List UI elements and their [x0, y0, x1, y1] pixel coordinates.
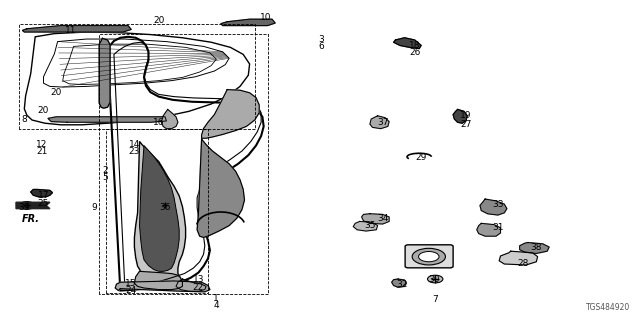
- Text: 30: 30: [428, 275, 440, 284]
- Text: 15: 15: [125, 279, 137, 288]
- Text: 7: 7: [433, 295, 438, 304]
- Polygon shape: [48, 117, 166, 122]
- Text: 22: 22: [193, 283, 204, 292]
- Text: 13: 13: [193, 276, 204, 284]
- Circle shape: [428, 275, 443, 283]
- Polygon shape: [140, 146, 179, 271]
- Text: 33: 33: [492, 200, 504, 209]
- Text: 35: 35: [364, 221, 376, 230]
- Polygon shape: [370, 116, 389, 129]
- Text: 20: 20: [38, 106, 49, 115]
- Text: 36: 36: [159, 203, 171, 212]
- Text: 4: 4: [214, 301, 219, 310]
- Text: 3: 3: [319, 35, 324, 44]
- Text: TGS484920: TGS484920: [586, 303, 630, 312]
- Polygon shape: [197, 139, 244, 237]
- Polygon shape: [22, 26, 131, 32]
- Text: 21: 21: [36, 148, 47, 156]
- Text: 24: 24: [125, 286, 137, 295]
- Text: 25: 25: [38, 199, 49, 208]
- Text: 19: 19: [460, 111, 472, 120]
- Polygon shape: [477, 223, 500, 236]
- Polygon shape: [362, 214, 389, 224]
- Text: 34: 34: [377, 214, 388, 223]
- Text: 2: 2: [103, 166, 108, 175]
- Polygon shape: [353, 221, 378, 231]
- Circle shape: [419, 252, 439, 262]
- Text: 31: 31: [492, 223, 504, 232]
- Polygon shape: [520, 243, 549, 253]
- Polygon shape: [134, 141, 186, 284]
- Text: 29: 29: [415, 153, 427, 162]
- Polygon shape: [453, 109, 467, 123]
- Polygon shape: [499, 251, 538, 265]
- Polygon shape: [176, 279, 206, 291]
- Text: 37: 37: [377, 118, 388, 127]
- Text: 10: 10: [260, 13, 271, 22]
- Text: FR.: FR.: [22, 214, 40, 224]
- Text: 20: 20: [153, 16, 164, 25]
- Polygon shape: [480, 199, 507, 215]
- Polygon shape: [221, 19, 275, 26]
- Text: 14: 14: [129, 140, 140, 149]
- Text: 6: 6: [319, 42, 324, 51]
- Polygon shape: [392, 279, 406, 287]
- Text: 11: 11: [65, 26, 76, 35]
- Circle shape: [412, 248, 445, 265]
- Polygon shape: [99, 38, 110, 108]
- Polygon shape: [134, 271, 182, 290]
- Text: 8: 8: [22, 115, 27, 124]
- Text: 5: 5: [103, 173, 108, 182]
- Text: 17: 17: [38, 191, 49, 200]
- Text: 23: 23: [129, 148, 140, 156]
- Text: 1: 1: [214, 294, 219, 303]
- Text: 26: 26: [409, 48, 420, 57]
- Text: 38: 38: [531, 244, 542, 252]
- Polygon shape: [202, 90, 259, 138]
- Text: 32: 32: [396, 280, 408, 289]
- FancyBboxPatch shape: [405, 245, 453, 268]
- Polygon shape: [16, 202, 50, 209]
- Text: 39: 39: [19, 203, 30, 212]
- Circle shape: [19, 202, 35, 209]
- Text: 27: 27: [460, 120, 472, 129]
- Text: 28: 28: [518, 259, 529, 268]
- Text: 18: 18: [409, 41, 420, 50]
- Text: 12: 12: [36, 140, 47, 149]
- Text: 20: 20: [51, 88, 62, 97]
- Text: 16: 16: [153, 118, 164, 127]
- Polygon shape: [161, 109, 178, 129]
- Text: 9: 9: [92, 203, 97, 212]
- Circle shape: [157, 202, 173, 209]
- Polygon shape: [115, 281, 210, 292]
- Polygon shape: [31, 189, 52, 197]
- Polygon shape: [394, 38, 421, 49]
